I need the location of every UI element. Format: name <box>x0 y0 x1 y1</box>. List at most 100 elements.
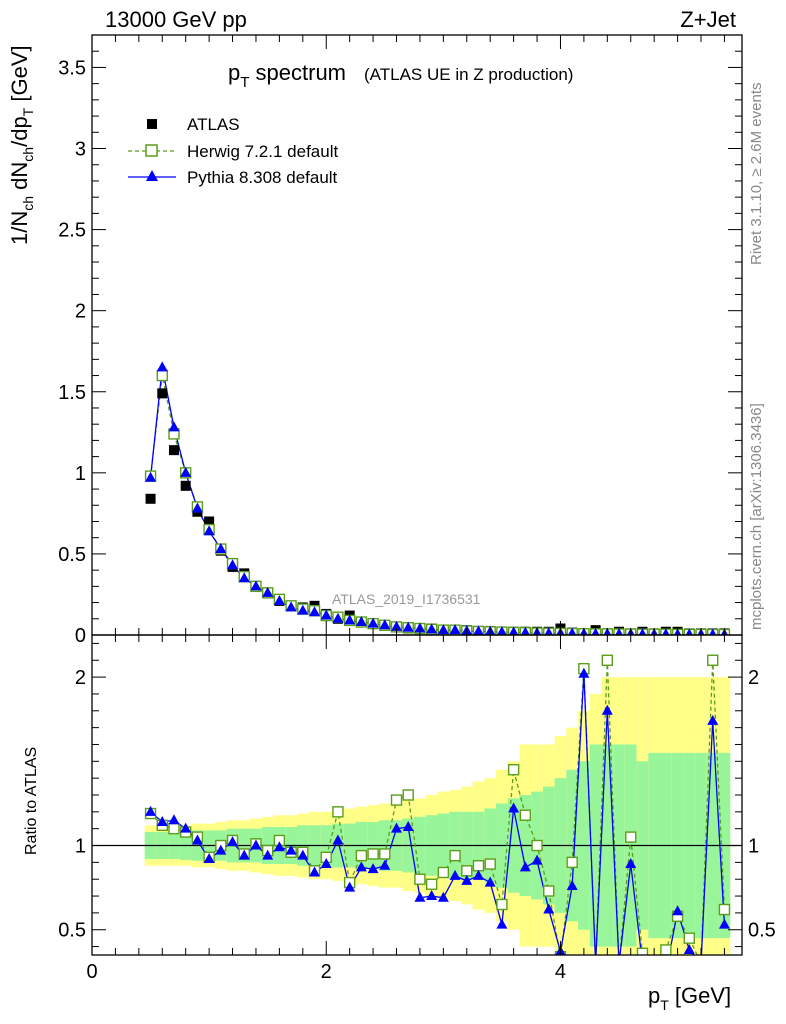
herwig-ratio-point <box>402 789 414 801</box>
pythia-point <box>391 620 403 631</box>
herwig-ratio-point <box>718 903 731 916</box>
pythia-point <box>544 627 554 635</box>
legend: ATLAS Herwig 7.2.1 default Pythia 8.308 … <box>128 115 338 187</box>
herwig-ratio-point <box>614 958 624 968</box>
legend-label-pythia: Pythia 8.308 default <box>187 168 338 187</box>
pythia-point <box>191 502 203 513</box>
ratio-y-axis-label: Ratio to ATLAS <box>23 747 40 855</box>
pythia-ratio-point <box>168 814 180 825</box>
herwig-ratio-point <box>566 856 578 869</box>
pythia-ratio-point <box>625 858 637 869</box>
ratio-y-tick-label-right: 2 <box>748 667 759 689</box>
pythia-point <box>568 627 577 635</box>
ratio-y-tick-label: 0.5 <box>58 920 86 942</box>
herwig-ratio-point <box>519 809 532 821</box>
pythia-point <box>227 559 239 570</box>
x-tick-label: 2 <box>321 961 332 983</box>
pythia-point <box>426 623 438 634</box>
pythia-ratio-point <box>531 854 543 865</box>
pythia-ratio-point <box>578 667 590 678</box>
herwig-ratio-point <box>707 654 719 666</box>
plot-title: pT spectrum <box>228 60 346 91</box>
main-y-tick-label: 3.5 <box>58 57 86 79</box>
pythia-point <box>414 622 426 633</box>
ratio-y-tick-label-right: 1 <box>748 836 759 858</box>
main-y-tick-label: 2.5 <box>58 220 86 242</box>
pythia-ratio-point <box>262 849 274 860</box>
herwig-ratio-point <box>683 932 695 944</box>
pythia-ratio-point <box>285 844 297 855</box>
plot-subtitle: (ATLAS UE in Z production) <box>364 65 573 84</box>
pythia-ratio-point <box>180 822 192 833</box>
herwig-ratio-point <box>390 794 403 806</box>
pythia-ratio-point <box>332 834 344 845</box>
pythia-point <box>638 628 647 635</box>
herwig-ratio-point <box>461 865 473 877</box>
header-energy: 13000 GeV pp <box>105 7 247 32</box>
pythia-point <box>297 604 309 615</box>
atlas-point <box>145 493 156 504</box>
ratio-y-tick-label: 1 <box>75 836 86 858</box>
pythia-point <box>473 625 484 635</box>
legend-marker-pythia <box>146 170 158 181</box>
ratio-y-tick-label: 2 <box>75 667 86 689</box>
pythia-ratio-point <box>379 859 391 870</box>
pythia-ratio-point <box>215 844 227 855</box>
main-y-axis-label: 1/Nch dNch/dpT [GeV] <box>7 45 36 245</box>
pythia-ratio-point <box>391 822 403 833</box>
main-y-tick-label: 0 <box>75 625 86 647</box>
pythia-point <box>180 466 192 477</box>
pythia-point <box>285 601 297 612</box>
pythia-ratio-point <box>320 858 332 869</box>
main-y-tick-label: 3 <box>75 139 86 161</box>
main-y-tick-label: 1 <box>75 463 86 485</box>
atlas-point <box>204 516 215 527</box>
herwig-ratio-point <box>660 944 672 955</box>
herwig-ratio-point <box>449 849 461 862</box>
pythia-ratio-point <box>461 874 473 885</box>
pythia-ratio-point <box>472 869 484 880</box>
herwig-ratio-point <box>367 848 379 860</box>
pythia-ratio-point <box>344 881 356 892</box>
pythia-ratio-point <box>273 841 285 852</box>
atlas-point <box>157 388 168 399</box>
header-process: Z+Jet <box>680 7 736 32</box>
pythia-point <box>355 616 367 627</box>
pythia-ratio-point <box>637 957 648 967</box>
pythia-point <box>615 628 623 635</box>
herwig-ratio-point <box>636 947 649 955</box>
axis-ticks: 00.511.522.533.50.5 0.51 12 20 2 4 <box>58 35 776 983</box>
herwig-ratio-point <box>496 898 508 911</box>
pythia-ratio-point <box>672 905 684 916</box>
herwig-ratio-point <box>543 885 555 897</box>
pythia-point <box>379 619 391 630</box>
pythia-ratio-point <box>484 876 496 887</box>
rivet-version-text: Rivet 3.1.10, ≥ 2.6M events <box>748 83 765 266</box>
pythia-point <box>449 624 461 635</box>
title-sub: T <box>240 74 249 91</box>
herwig-ratio-point <box>507 764 520 776</box>
pythia-ratio-point <box>402 821 414 831</box>
herwig-ratio-point <box>379 848 391 860</box>
pythia-ratio-point <box>718 918 730 929</box>
pythia-ratio-point <box>449 869 461 880</box>
pythia-ratio-point <box>496 918 508 929</box>
pythia-ratio-point <box>696 957 707 967</box>
herwig-ratio-point <box>414 873 426 885</box>
pythia-point <box>273 594 285 605</box>
pythia-ratio-point <box>707 714 719 725</box>
pythia-point <box>262 586 274 597</box>
herwig-ratio-point <box>168 822 180 835</box>
pythia-ratio-point <box>566 879 578 890</box>
mcplots-text: mcplots.cern.ch [arXiv:1306.3436] <box>748 403 765 630</box>
pythia-point <box>215 543 227 554</box>
pythia-point <box>145 471 157 482</box>
pythia-ratio-point <box>145 805 157 816</box>
pythia-ratio-point <box>355 861 367 872</box>
pythia-ratio-point <box>309 866 321 877</box>
pythia-ratio-point <box>543 903 555 914</box>
pythia-point <box>168 421 180 432</box>
herwig-ratio-point <box>601 654 614 666</box>
pythia-ratio-point <box>614 957 625 967</box>
